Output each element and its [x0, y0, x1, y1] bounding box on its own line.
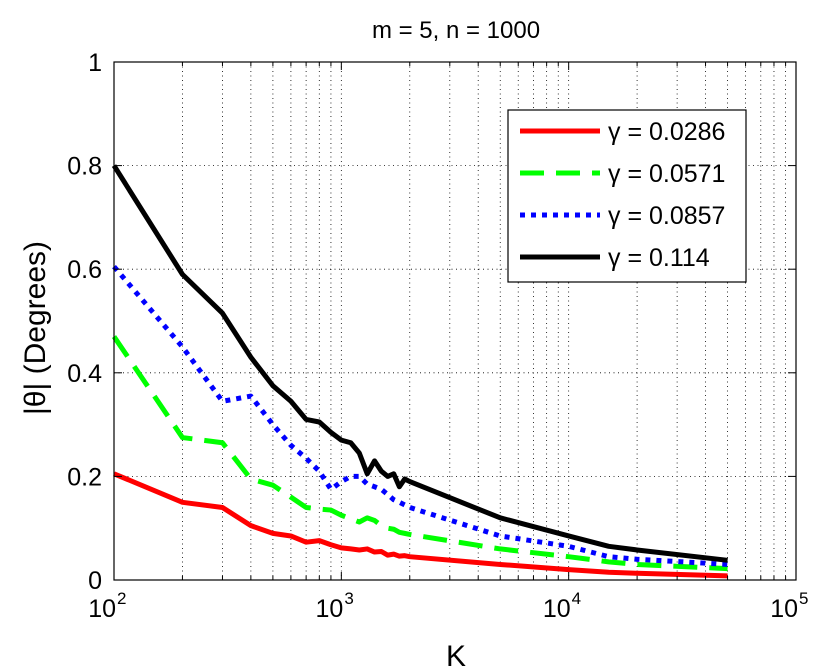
x-tick-label: 10 4: [543, 589, 581, 623]
y-tick-label: 1: [88, 49, 102, 77]
y-axis-label: |θ| (Degrees): [19, 241, 52, 415]
y-tick-label: 0.8: [67, 153, 102, 181]
x-tick-label-exponent: 2: [117, 589, 126, 608]
x-tick-label-base: 10: [543, 595, 571, 623]
y-tick-label: 0.4: [67, 360, 102, 388]
x-tick-label-exponent: 5: [799, 589, 808, 608]
legend-label: γ = 0.114: [608, 244, 710, 272]
legend-item: γ = 0.0571: [520, 160, 725, 188]
x-tick-labels: 10 2 10 3 10 4 10 5: [88, 589, 808, 623]
series-line-2: [111, 335, 728, 572]
plot-frame: [113, 61, 797, 581]
x-tick-label: 10 5: [770, 589, 808, 623]
legend-label: γ = 0.0286: [608, 118, 725, 146]
chart-title: m = 5, n = 1000: [372, 17, 540, 44]
x-axis-label: K: [446, 640, 466, 671]
series-line-1: [113, 471, 728, 579]
x-tick-label: 10 3: [316, 589, 354, 623]
y-tick-label: 0: [88, 567, 102, 595]
legend-item: γ = 0.0286: [520, 118, 725, 146]
x-tick-label-base: 10: [770, 595, 798, 623]
legend: γ = 0.0286 γ = 0.0571 γ = 0.0857 γ = 0.114: [507, 109, 747, 283]
legend-item: γ = 0.114: [520, 244, 710, 272]
x-tick-label-exponent: 3: [344, 589, 353, 608]
axis-ticks: [113, 61, 796, 581]
y-tick-label: 0.2: [67, 463, 102, 491]
x-tick-label: 10 2: [88, 589, 126, 623]
legend-label: γ = 0.0857: [608, 202, 725, 230]
x-tick-label-exponent: 4: [572, 589, 581, 608]
legend-label: γ = 0.0571: [608, 160, 725, 188]
legend-box: [507, 109, 747, 283]
series-line-4: [111, 164, 728, 563]
series-lines: [111, 164, 728, 579]
y-tick-label: 0.6: [67, 256, 102, 284]
x-tick-label-base: 10: [88, 595, 116, 623]
legend-item: γ = 0.0857: [520, 202, 725, 230]
series-line-3: [112, 264, 728, 567]
y-tick-labels: 0 0.2 0.4 0.6 0.8 1: [67, 49, 102, 595]
x-tick-label-base: 10: [316, 595, 344, 623]
